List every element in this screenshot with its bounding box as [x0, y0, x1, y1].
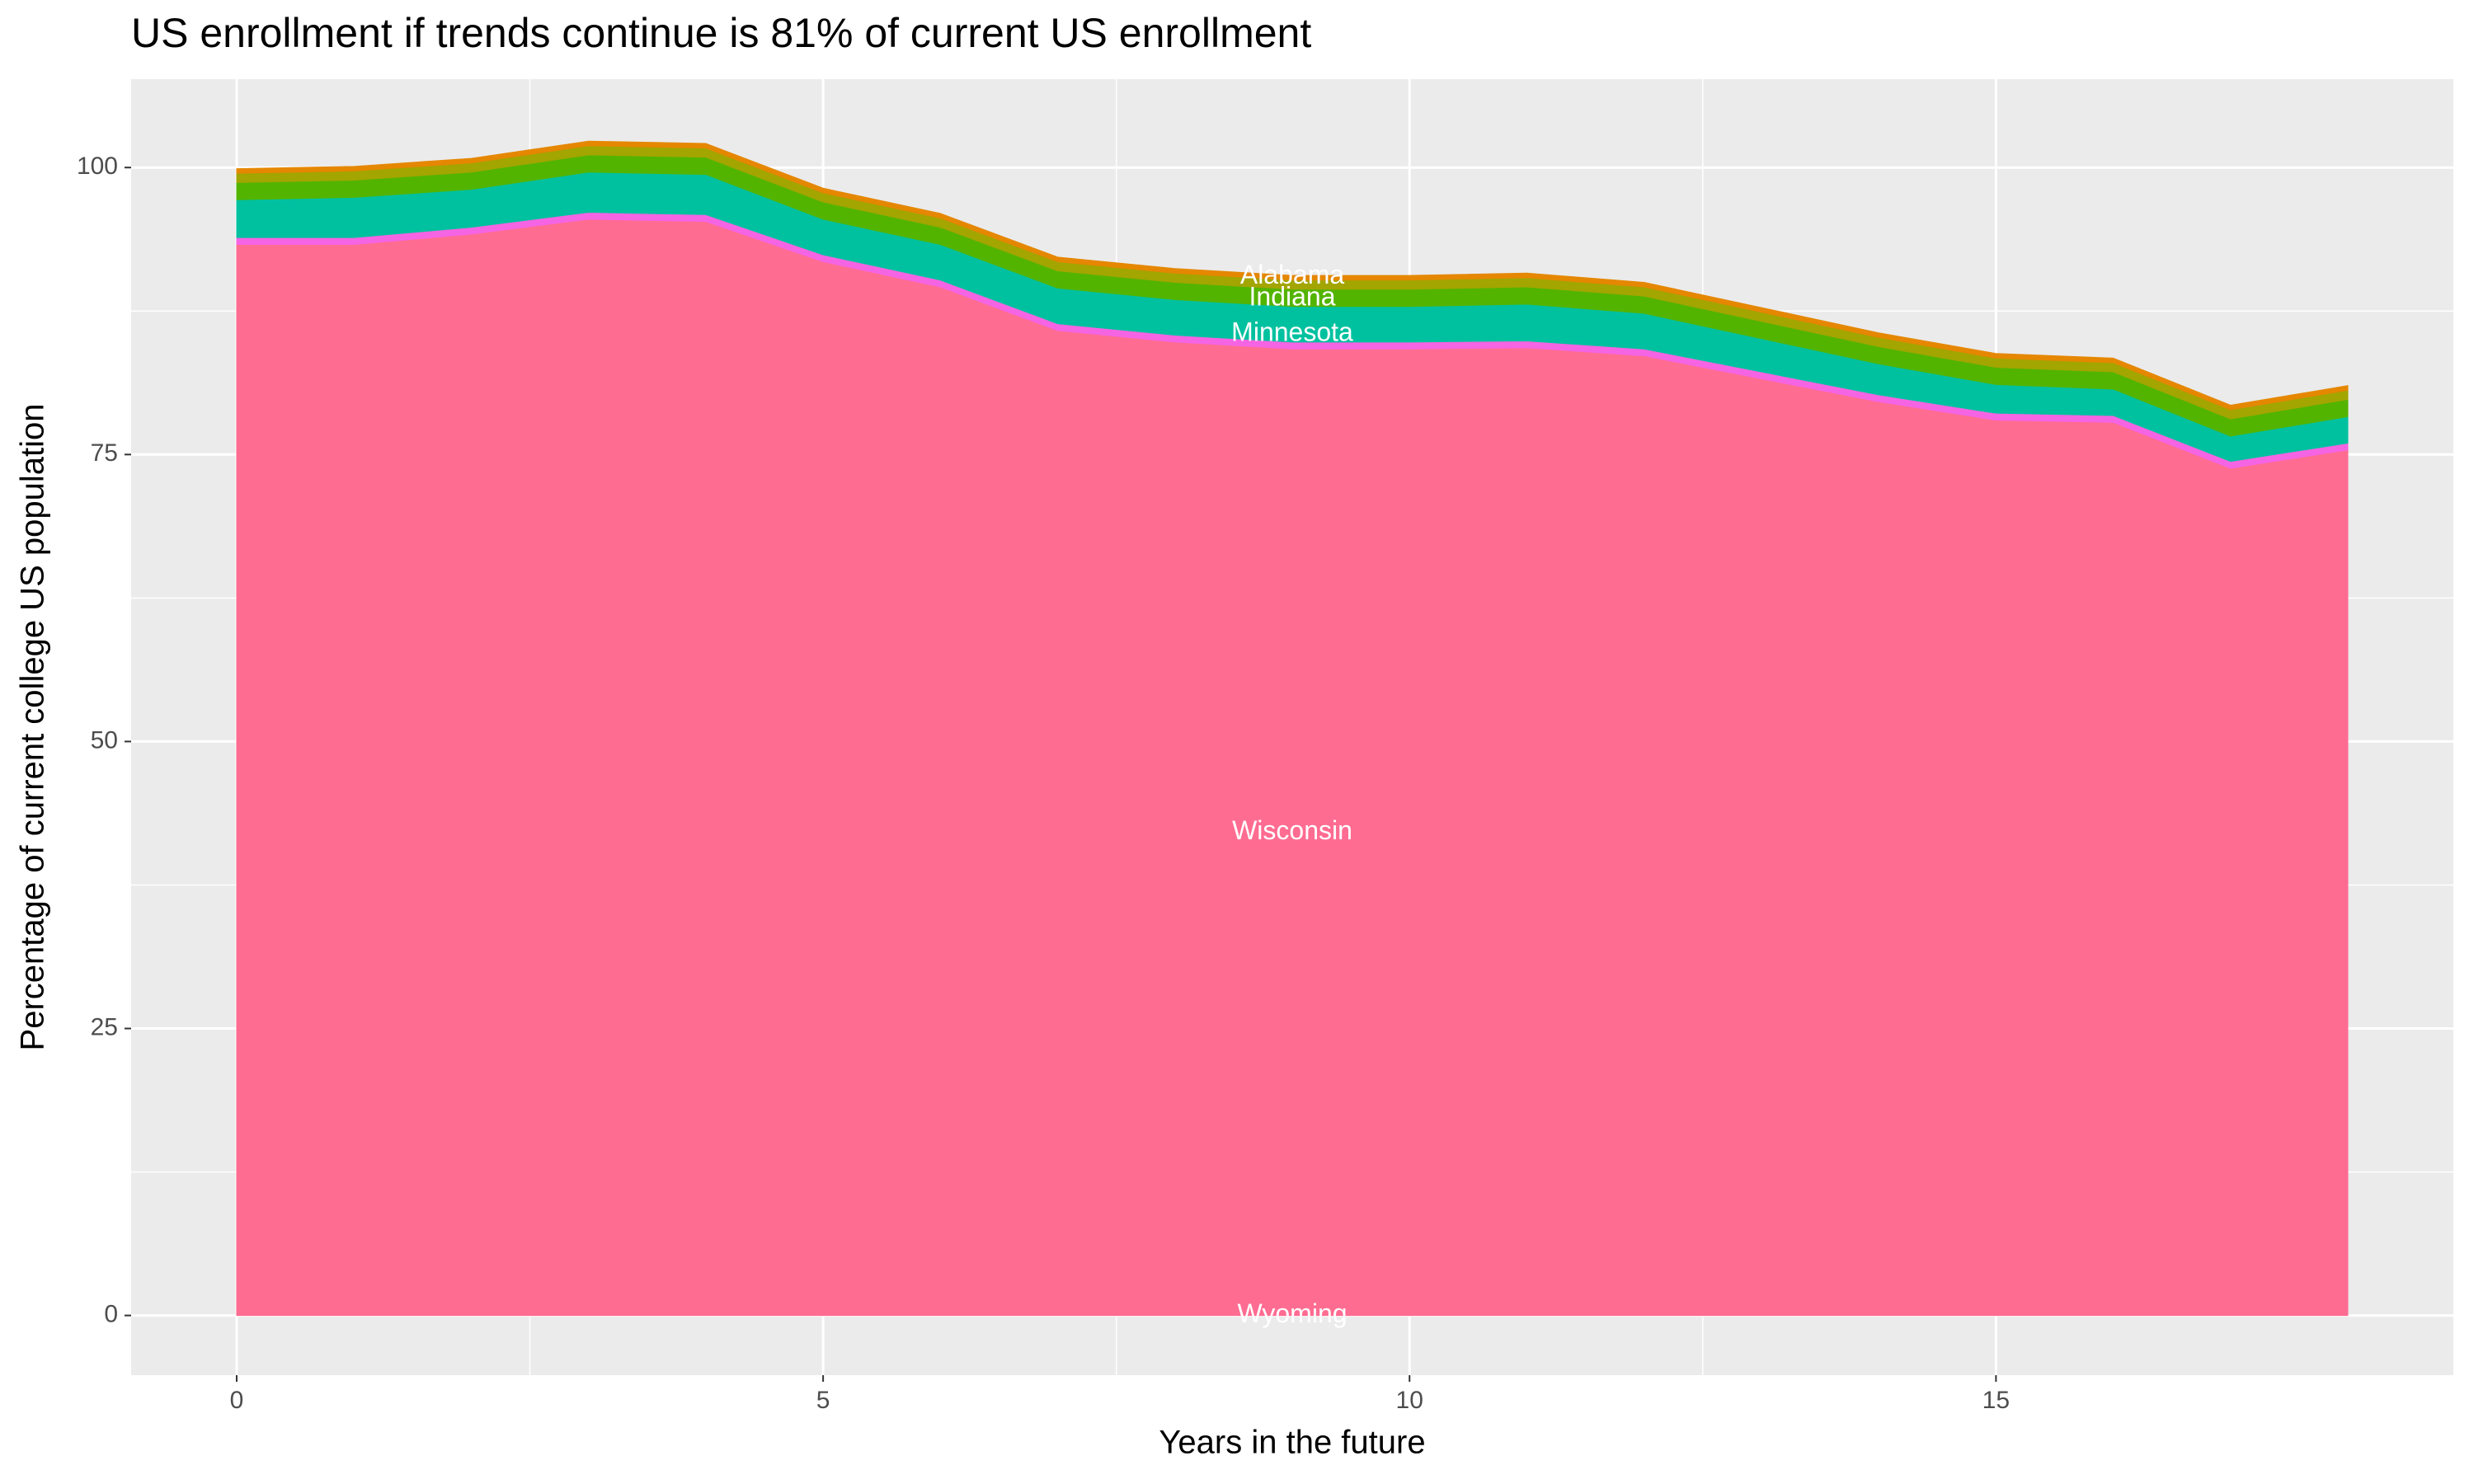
x-axis-title: Years in the future [1159, 1425, 1425, 1461]
annotation: Minnesota [1231, 317, 1353, 347]
y-tick-label: 75 [91, 439, 118, 467]
annotation: Indiana [1249, 281, 1336, 311]
y-axis-title: Percentage of current college US populat… [15, 404, 51, 1051]
y-tick-label: 50 [91, 726, 118, 754]
x-tick-label: 5 [816, 1387, 830, 1414]
x-tick-label: 15 [1982, 1387, 2010, 1414]
chart-title: US enrollment if trends continue is 81% … [131, 10, 1311, 56]
y-tick-label: 0 [104, 1301, 118, 1328]
annotation: Alabama [1240, 260, 1345, 289]
area [236, 140, 2349, 411]
y-tick-label: 25 [91, 1013, 118, 1040]
y-tick-label: 100 [77, 153, 118, 180]
annotation: Wisconsin [1232, 815, 1352, 845]
annotation: Wyoming [1237, 1298, 1347, 1328]
x-tick-label: 10 [1396, 1387, 1423, 1414]
x-tick-label: 0 [230, 1387, 244, 1414]
